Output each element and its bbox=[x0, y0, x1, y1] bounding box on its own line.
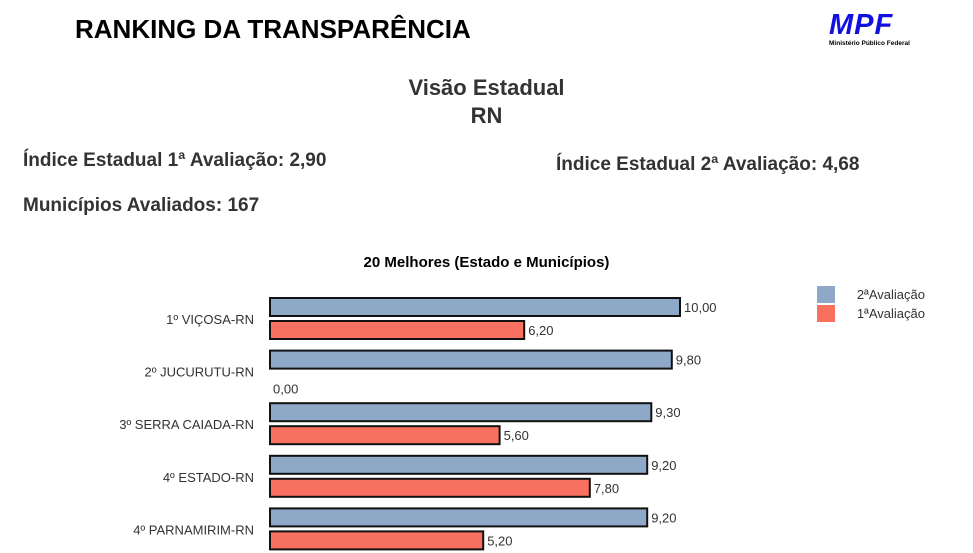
bar bbox=[269, 320, 526, 340]
data-label: 9,20 bbox=[651, 510, 676, 525]
data-label: 9,20 bbox=[651, 458, 676, 473]
data-label: 9,30 bbox=[655, 405, 680, 420]
first-eval-index: Índice Estadual 1ª Avaliação: 2,90 bbox=[23, 150, 327, 171]
bar bbox=[269, 477, 591, 498]
bar bbox=[269, 402, 653, 423]
category-label: 1º VIÇOSA-RN bbox=[166, 312, 254, 327]
view-title: Visão Estadual bbox=[408, 75, 565, 100]
data-label: 5,60 bbox=[504, 428, 529, 443]
bar bbox=[269, 349, 673, 370]
state-title: RN bbox=[470, 103, 503, 128]
mpf-logo: MPF Ministério Público Federal bbox=[829, 9, 910, 47]
category-label: 4º ESTADO-RN bbox=[163, 470, 254, 485]
bar bbox=[269, 454, 649, 475]
legend-swatch bbox=[817, 286, 835, 303]
legend-swatch bbox=[817, 305, 835, 322]
page-title: RANKING DA TRANSPARÊNCIA bbox=[75, 14, 471, 44]
data-label: 5,20 bbox=[487, 533, 512, 548]
municipalities-count: Municípios Avaliados: 167 bbox=[23, 195, 260, 216]
category-label: 4º PARNAMIRIM-RN bbox=[133, 522, 254, 537]
data-label: 7,80 bbox=[594, 481, 619, 496]
data-label: 9,80 bbox=[676, 353, 701, 368]
data-label: 6,20 bbox=[528, 323, 553, 338]
legend-label: 2ªAvaliação bbox=[857, 287, 925, 302]
data-label: 0,00 bbox=[273, 382, 298, 397]
bar bbox=[269, 530, 485, 551]
bar bbox=[269, 507, 649, 528]
second-eval-index: Índice Estadual 2ª Avaliação: 4,68 bbox=[556, 154, 860, 175]
category-label: 2º JUCURUTU-RN bbox=[145, 365, 254, 380]
bar bbox=[269, 297, 681, 317]
category-label: 3º SERRA CAIADA-RN bbox=[119, 417, 254, 432]
bar bbox=[269, 425, 501, 446]
chart-title: 20 Melhores (Estado e Municípios) bbox=[363, 254, 610, 271]
data-label: 10,00 bbox=[684, 300, 717, 315]
legend-label: 1ªAvaliação bbox=[857, 306, 925, 321]
